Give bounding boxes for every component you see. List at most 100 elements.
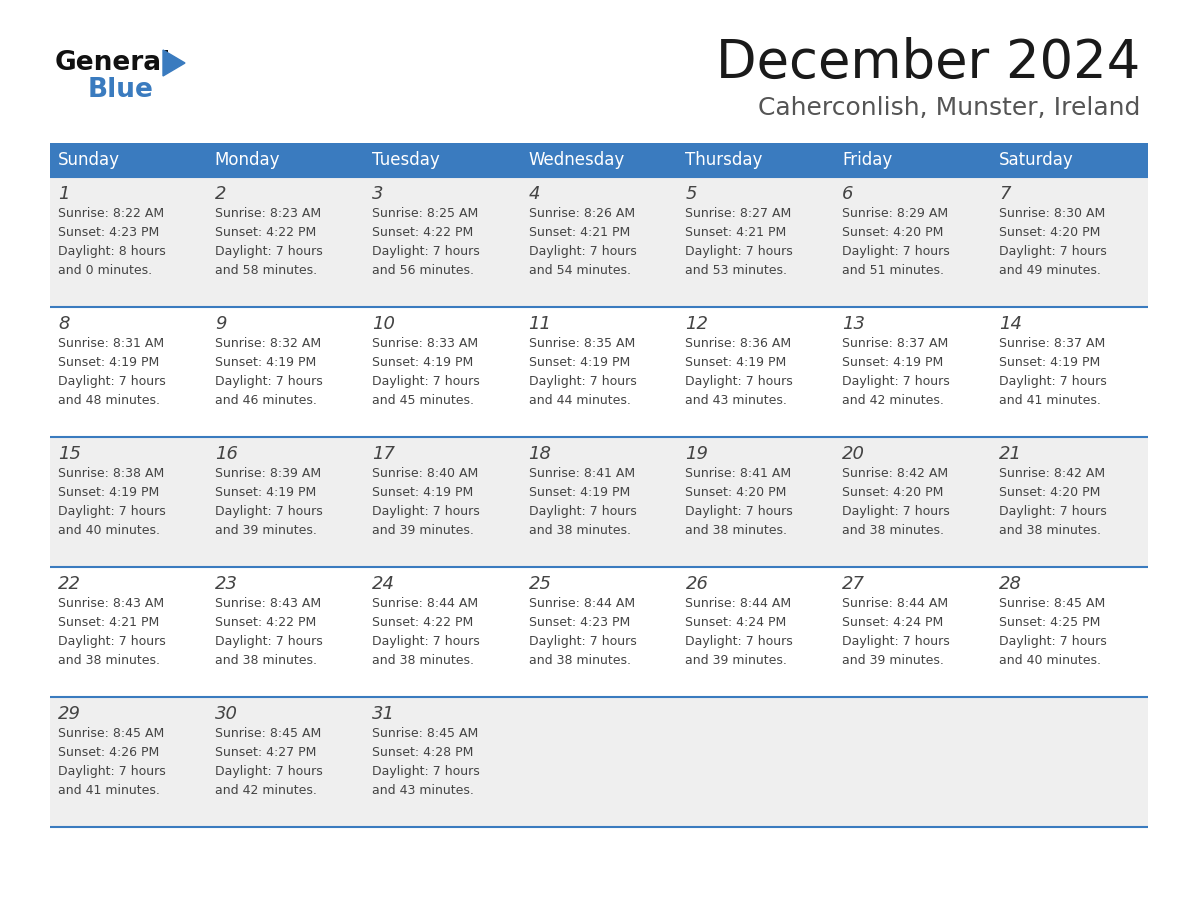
Text: Sunrise: 8:29 AM: Sunrise: 8:29 AM <box>842 207 948 220</box>
Text: Sunrise: 8:45 AM: Sunrise: 8:45 AM <box>372 727 478 740</box>
Text: and 51 minutes.: and 51 minutes. <box>842 264 944 277</box>
Text: 26: 26 <box>685 575 708 593</box>
Text: and 39 minutes.: and 39 minutes. <box>842 654 944 667</box>
Text: Sunset: 4:23 PM: Sunset: 4:23 PM <box>529 616 630 629</box>
Text: Sunrise: 8:45 AM: Sunrise: 8:45 AM <box>215 727 321 740</box>
Text: Sunrise: 8:40 AM: Sunrise: 8:40 AM <box>372 467 478 480</box>
Text: and 56 minutes.: and 56 minutes. <box>372 264 474 277</box>
Text: Sunrise: 8:30 AM: Sunrise: 8:30 AM <box>999 207 1105 220</box>
Text: and 38 minutes.: and 38 minutes. <box>529 654 631 667</box>
Text: and 40 minutes.: and 40 minutes. <box>999 654 1101 667</box>
Bar <box>50 437 1148 567</box>
Text: 1: 1 <box>58 185 70 203</box>
Text: Sunset: 4:20 PM: Sunset: 4:20 PM <box>999 226 1100 239</box>
Text: Sunset: 4:28 PM: Sunset: 4:28 PM <box>372 746 473 759</box>
Text: Sunrise: 8:37 AM: Sunrise: 8:37 AM <box>842 337 948 350</box>
Text: Sunset: 4:22 PM: Sunset: 4:22 PM <box>215 616 316 629</box>
Text: Sunrise: 8:22 AM: Sunrise: 8:22 AM <box>58 207 164 220</box>
Text: Sunrise: 8:43 AM: Sunrise: 8:43 AM <box>58 597 164 610</box>
Text: Daylight: 7 hours: Daylight: 7 hours <box>685 375 794 388</box>
Text: 3: 3 <box>372 185 384 203</box>
Bar <box>50 307 1148 437</box>
Text: 29: 29 <box>58 705 81 723</box>
Text: Daylight: 7 hours: Daylight: 7 hours <box>215 635 323 648</box>
Text: and 48 minutes.: and 48 minutes. <box>58 394 160 407</box>
Text: Daylight: 7 hours: Daylight: 7 hours <box>685 635 794 648</box>
Text: Sunrise: 8:23 AM: Sunrise: 8:23 AM <box>215 207 321 220</box>
Text: 8: 8 <box>58 315 70 333</box>
Text: 31: 31 <box>372 705 394 723</box>
Text: 17: 17 <box>372 445 394 463</box>
Text: Blue: Blue <box>88 77 154 103</box>
Text: and 46 minutes.: and 46 minutes. <box>215 394 317 407</box>
Text: Daylight: 7 hours: Daylight: 7 hours <box>842 505 950 518</box>
Text: Sunrise: 8:31 AM: Sunrise: 8:31 AM <box>58 337 164 350</box>
Bar <box>50 177 1148 307</box>
Text: Sunrise: 8:44 AM: Sunrise: 8:44 AM <box>685 597 791 610</box>
Text: and 38 minutes.: and 38 minutes. <box>999 524 1101 537</box>
Text: Sunset: 4:26 PM: Sunset: 4:26 PM <box>58 746 159 759</box>
Text: Thursday: Thursday <box>685 151 763 169</box>
Text: General: General <box>55 50 171 76</box>
Text: 15: 15 <box>58 445 81 463</box>
Text: and 0 minutes.: and 0 minutes. <box>58 264 152 277</box>
Bar <box>50 143 1148 177</box>
Text: Daylight: 7 hours: Daylight: 7 hours <box>529 635 637 648</box>
Text: Sunset: 4:19 PM: Sunset: 4:19 PM <box>529 356 630 369</box>
Text: 4: 4 <box>529 185 541 203</box>
Text: and 53 minutes.: and 53 minutes. <box>685 264 788 277</box>
Text: 24: 24 <box>372 575 394 593</box>
Text: Sunset: 4:19 PM: Sunset: 4:19 PM <box>529 486 630 499</box>
Text: 21: 21 <box>999 445 1022 463</box>
Text: and 39 minutes.: and 39 minutes. <box>215 524 317 537</box>
Text: Sunrise: 8:42 AM: Sunrise: 8:42 AM <box>842 467 948 480</box>
Text: 23: 23 <box>215 575 238 593</box>
Text: Sunset: 4:21 PM: Sunset: 4:21 PM <box>685 226 786 239</box>
Text: and 39 minutes.: and 39 minutes. <box>372 524 474 537</box>
Text: Sunrise: 8:36 AM: Sunrise: 8:36 AM <box>685 337 791 350</box>
Text: Sunrise: 8:25 AM: Sunrise: 8:25 AM <box>372 207 478 220</box>
Text: Sunrise: 8:35 AM: Sunrise: 8:35 AM <box>529 337 634 350</box>
Text: Sunset: 4:22 PM: Sunset: 4:22 PM <box>372 226 473 239</box>
Text: 6: 6 <box>842 185 854 203</box>
Text: 22: 22 <box>58 575 81 593</box>
Text: Sunset: 4:20 PM: Sunset: 4:20 PM <box>842 226 943 239</box>
Text: 18: 18 <box>529 445 551 463</box>
Text: Sunset: 4:20 PM: Sunset: 4:20 PM <box>999 486 1100 499</box>
Text: Sunset: 4:19 PM: Sunset: 4:19 PM <box>215 356 316 369</box>
Text: Sunset: 4:22 PM: Sunset: 4:22 PM <box>372 616 473 629</box>
Text: 28: 28 <box>999 575 1022 593</box>
Text: Monday: Monday <box>215 151 280 169</box>
Text: Friday: Friday <box>842 151 892 169</box>
Text: Daylight: 7 hours: Daylight: 7 hours <box>999 375 1107 388</box>
Text: Daylight: 7 hours: Daylight: 7 hours <box>58 765 166 778</box>
Text: Sunrise: 8:41 AM: Sunrise: 8:41 AM <box>529 467 634 480</box>
Text: and 38 minutes.: and 38 minutes. <box>215 654 317 667</box>
Text: 14: 14 <box>999 315 1022 333</box>
Text: Daylight: 7 hours: Daylight: 7 hours <box>215 505 323 518</box>
Text: Daylight: 7 hours: Daylight: 7 hours <box>372 245 480 258</box>
Text: and 38 minutes.: and 38 minutes. <box>685 524 788 537</box>
Text: Daylight: 7 hours: Daylight: 7 hours <box>999 635 1107 648</box>
Text: Daylight: 7 hours: Daylight: 7 hours <box>999 245 1107 258</box>
Text: 11: 11 <box>529 315 551 333</box>
Text: Sunset: 4:19 PM: Sunset: 4:19 PM <box>842 356 943 369</box>
Text: and 43 minutes.: and 43 minutes. <box>372 784 474 797</box>
Text: Daylight: 7 hours: Daylight: 7 hours <box>529 245 637 258</box>
Text: and 49 minutes.: and 49 minutes. <box>999 264 1101 277</box>
Text: Sunrise: 8:27 AM: Sunrise: 8:27 AM <box>685 207 791 220</box>
Text: Sunset: 4:20 PM: Sunset: 4:20 PM <box>842 486 943 499</box>
Text: Daylight: 7 hours: Daylight: 7 hours <box>58 375 166 388</box>
Text: and 54 minutes.: and 54 minutes. <box>529 264 631 277</box>
Text: and 38 minutes.: and 38 minutes. <box>58 654 160 667</box>
Text: Sunrise: 8:33 AM: Sunrise: 8:33 AM <box>372 337 478 350</box>
Text: Wednesday: Wednesday <box>529 151 625 169</box>
Text: and 40 minutes.: and 40 minutes. <box>58 524 160 537</box>
Text: Daylight: 8 hours: Daylight: 8 hours <box>58 245 166 258</box>
Text: Daylight: 7 hours: Daylight: 7 hours <box>58 505 166 518</box>
Text: Sunrise: 8:39 AM: Sunrise: 8:39 AM <box>215 467 321 480</box>
Bar <box>50 567 1148 697</box>
Text: Daylight: 7 hours: Daylight: 7 hours <box>999 505 1107 518</box>
Text: Daylight: 7 hours: Daylight: 7 hours <box>372 375 480 388</box>
Text: Sunset: 4:20 PM: Sunset: 4:20 PM <box>685 486 786 499</box>
